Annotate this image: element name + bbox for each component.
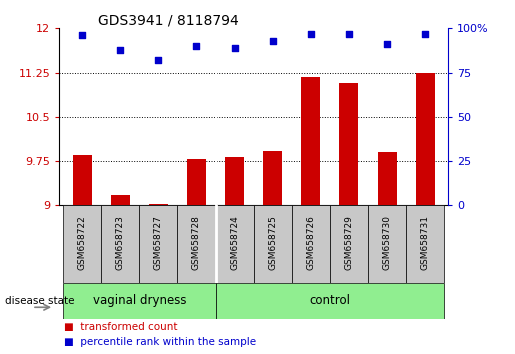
- Bar: [339, 83, 358, 205]
- Text: control: control: [310, 295, 350, 307]
- Text: GSM658722: GSM658722: [78, 215, 87, 270]
- Text: GSM658727: GSM658727: [154, 215, 163, 270]
- Bar: [225, 157, 244, 205]
- Bar: [73, 155, 92, 205]
- Bar: [263, 151, 282, 205]
- Bar: [301, 77, 320, 205]
- Bar: [149, 204, 168, 205]
- Bar: [111, 195, 130, 205]
- Text: GDS3941 / 8118794: GDS3941 / 8118794: [98, 13, 239, 27]
- Text: GSM658729: GSM658729: [345, 215, 353, 270]
- Point: [192, 43, 200, 49]
- Text: GSM658725: GSM658725: [268, 215, 277, 270]
- Bar: [292, 205, 330, 283]
- Bar: [406, 205, 444, 283]
- Text: GSM658728: GSM658728: [192, 215, 201, 270]
- Bar: [177, 205, 215, 283]
- Bar: [187, 159, 206, 205]
- Text: disease state: disease state: [5, 296, 75, 306]
- Text: GSM658723: GSM658723: [116, 215, 125, 270]
- Point: [269, 38, 277, 44]
- Bar: [63, 205, 101, 283]
- Point: [116, 47, 124, 52]
- Point: [345, 31, 353, 36]
- Text: GSM658724: GSM658724: [230, 215, 239, 270]
- Point: [307, 31, 315, 36]
- Point: [230, 45, 238, 51]
- Bar: [253, 205, 292, 283]
- Bar: [101, 205, 139, 283]
- Text: ■  percentile rank within the sample: ■ percentile rank within the sample: [64, 337, 256, 347]
- Point: [78, 33, 86, 38]
- Text: vaginal dryness: vaginal dryness: [93, 295, 186, 307]
- Bar: [215, 205, 253, 283]
- Bar: [63, 283, 215, 319]
- Point: [421, 31, 430, 36]
- Text: GSM658731: GSM658731: [421, 215, 430, 270]
- Bar: [330, 205, 368, 283]
- Bar: [215, 283, 444, 319]
- Point: [154, 57, 162, 63]
- Bar: [416, 73, 435, 205]
- Bar: [139, 205, 177, 283]
- Point: [383, 41, 391, 47]
- Bar: [368, 205, 406, 283]
- Text: ■  transformed count: ■ transformed count: [64, 322, 178, 332]
- Bar: [377, 152, 397, 205]
- Text: GSM658726: GSM658726: [306, 215, 315, 270]
- Text: GSM658730: GSM658730: [383, 215, 391, 270]
